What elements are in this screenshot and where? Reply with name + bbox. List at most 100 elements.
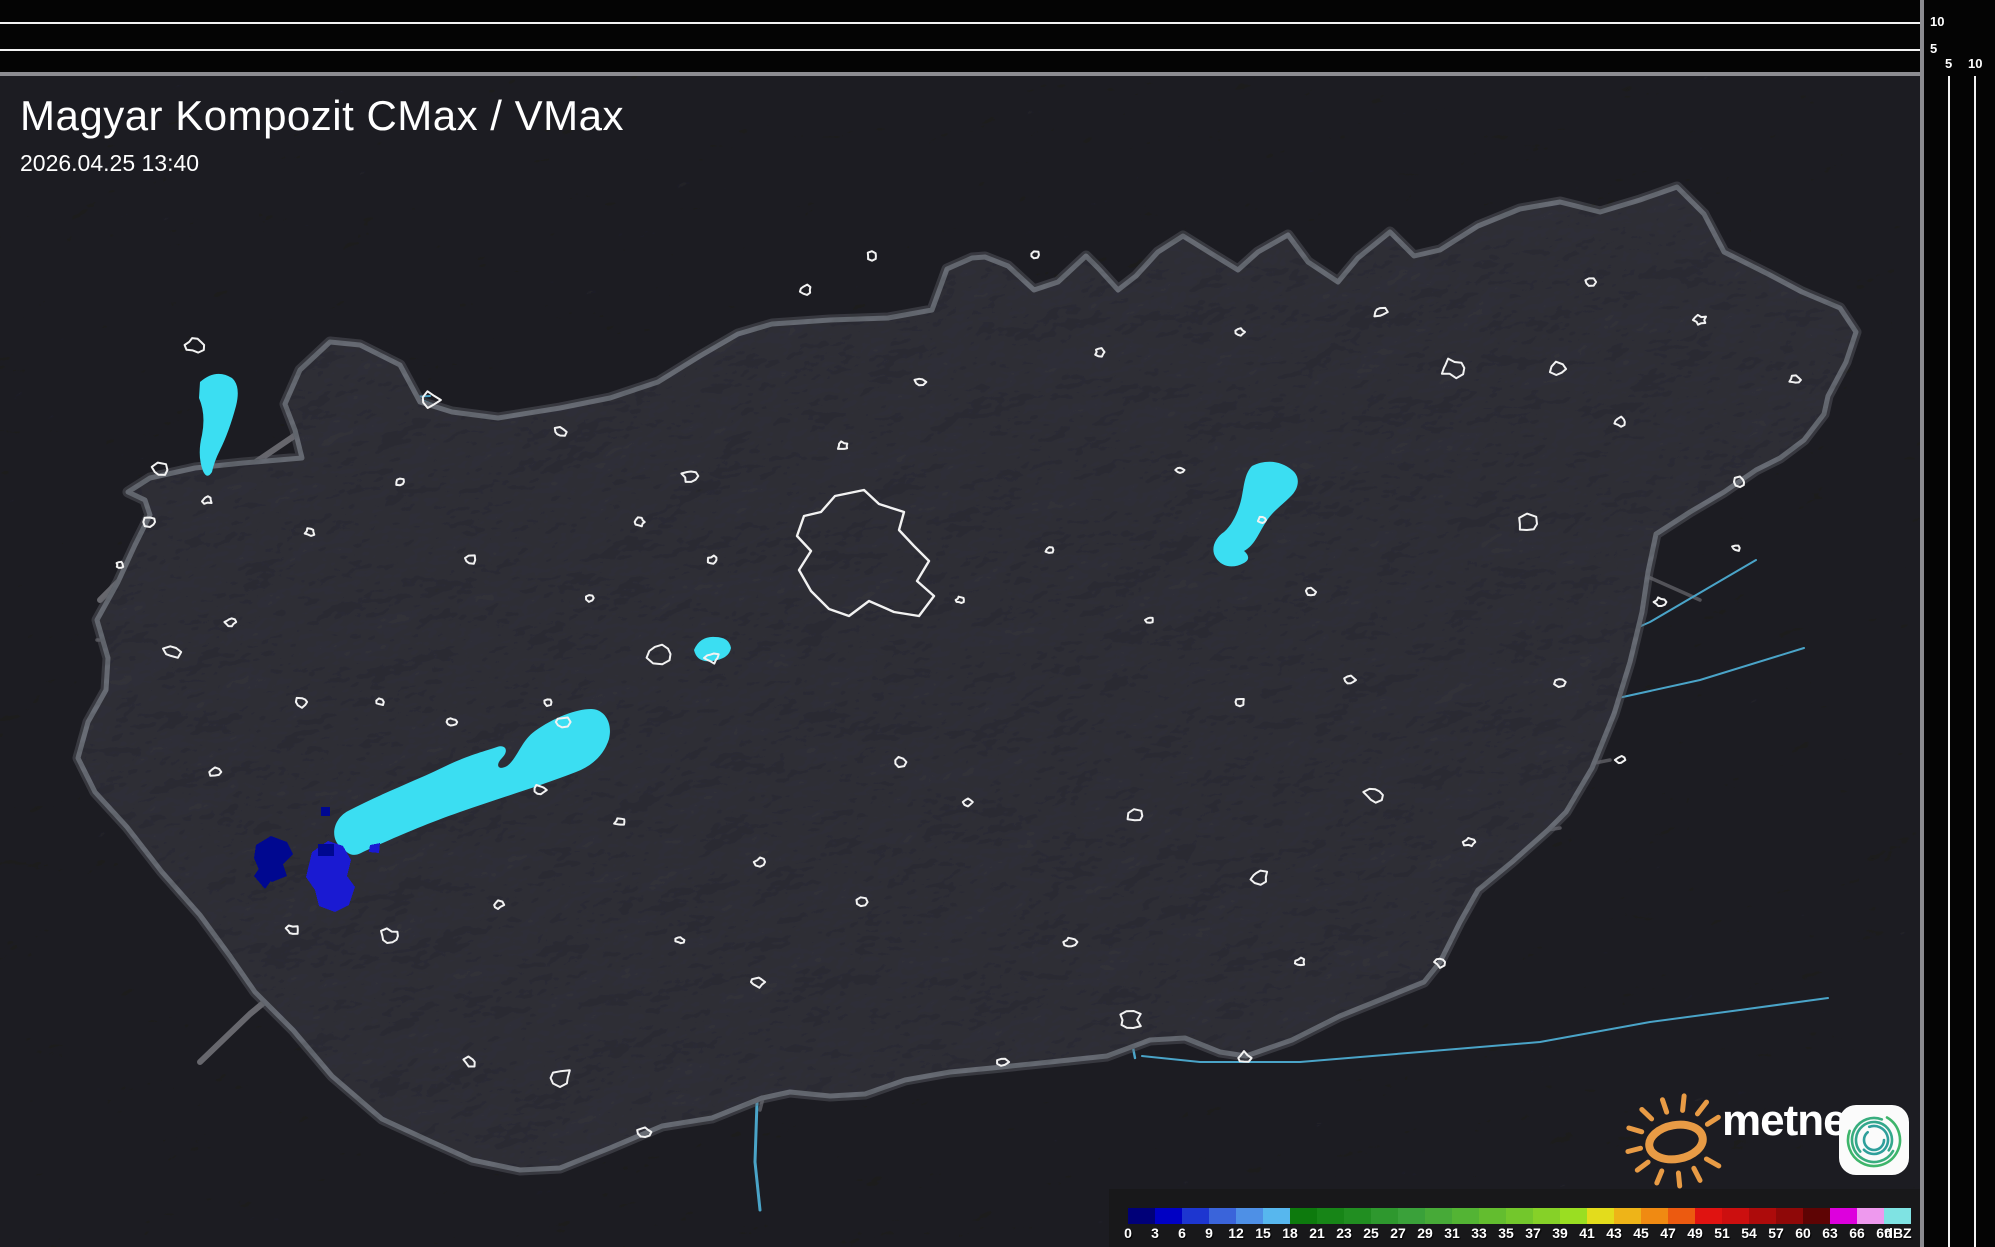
spiral-app-icon bbox=[1839, 1105, 1909, 1175]
city-outline bbox=[1094, 347, 1106, 358]
city-outline bbox=[1144, 616, 1154, 624]
city-outline bbox=[836, 440, 849, 450]
colorbar-tick-label: 45 bbox=[1633, 1225, 1649, 1241]
city-outline bbox=[533, 784, 548, 796]
city-outline bbox=[633, 516, 646, 528]
height-tick-10: 10 bbox=[1930, 14, 1945, 29]
city-outline bbox=[303, 527, 316, 537]
city-outline bbox=[208, 766, 223, 777]
city-outline bbox=[421, 390, 442, 409]
city-outline bbox=[1788, 374, 1802, 384]
height-tick-right-10: 10 bbox=[1968, 56, 1983, 71]
colorbar-swatch bbox=[1857, 1208, 1884, 1224]
colorbar-tick-label: 3 bbox=[1151, 1225, 1159, 1241]
colorbar-tick-label: 54 bbox=[1741, 1225, 1757, 1241]
colorbar-swatch bbox=[1344, 1208, 1371, 1224]
city-outline bbox=[1174, 466, 1186, 474]
colorbar-tick-label: 47 bbox=[1660, 1225, 1676, 1241]
colorbar-swatch bbox=[1533, 1208, 1560, 1224]
city-outline bbox=[1044, 546, 1055, 554]
city-outline bbox=[115, 560, 125, 569]
colorbar-tick-label: 57 bbox=[1768, 1225, 1784, 1241]
city-outline bbox=[1461, 836, 1477, 848]
colorbar-tick-label: 49 bbox=[1687, 1225, 1703, 1241]
city-outline bbox=[462, 1055, 476, 1068]
colorbar-swatch bbox=[1155, 1208, 1182, 1224]
colorbar-swatch bbox=[1722, 1208, 1749, 1224]
city-outline bbox=[1119, 1010, 1142, 1029]
colorbar-swatch bbox=[1614, 1208, 1641, 1224]
colorbar-swatch bbox=[1209, 1208, 1236, 1224]
city-outline bbox=[703, 652, 720, 665]
height-tick-5: 5 bbox=[1930, 41, 1938, 56]
colorbar-swatch bbox=[1479, 1208, 1506, 1224]
city-outline bbox=[1613, 755, 1627, 765]
city-outline bbox=[549, 1069, 571, 1088]
city-outline bbox=[1256, 515, 1267, 524]
colorbar-tick-label: 15 bbox=[1255, 1225, 1271, 1241]
city-budapest-outline bbox=[795, 488, 936, 618]
colorbar-tick-label: 6 bbox=[1178, 1225, 1186, 1241]
page-title: Magyar Kompozit CMax / VMax bbox=[20, 92, 625, 139]
city-outline bbox=[954, 595, 965, 604]
colorbar-swatch bbox=[1803, 1208, 1830, 1224]
city-outline bbox=[1237, 1050, 1253, 1063]
city-outline bbox=[1733, 475, 1745, 489]
city-outline bbox=[961, 797, 974, 808]
colorbar-tick-label: 12 bbox=[1228, 1225, 1244, 1241]
city-outline bbox=[1440, 357, 1466, 380]
city-outline bbox=[445, 717, 459, 727]
city-outline bbox=[183, 337, 206, 354]
colorbar-tick-label: 66 bbox=[1849, 1225, 1865, 1241]
colorbar-tick-label: 27 bbox=[1390, 1225, 1406, 1241]
colorbar-tick-label: 31 bbox=[1444, 1225, 1460, 1241]
city-outline bbox=[1234, 327, 1246, 337]
colorbar-tick-label: 43 bbox=[1606, 1225, 1622, 1241]
colorbar-tick-label: 35 bbox=[1498, 1225, 1514, 1241]
lake-velence bbox=[694, 636, 731, 662]
colorbar-swatch bbox=[1560, 1208, 1587, 1224]
colorbar-swatch bbox=[1776, 1208, 1803, 1224]
colorbar-tick-label: 63 bbox=[1822, 1225, 1838, 1241]
colorbar-swatches bbox=[1128, 1208, 1911, 1224]
city-outline bbox=[1433, 957, 1446, 969]
colorbar-swatch bbox=[1668, 1208, 1695, 1224]
city-outline bbox=[553, 426, 568, 437]
colorbar-tick-label: 21 bbox=[1309, 1225, 1325, 1241]
city-outline bbox=[1234, 698, 1245, 708]
city-outline bbox=[1304, 586, 1318, 597]
colorbar-swatch bbox=[1371, 1208, 1398, 1224]
city-outline bbox=[380, 927, 399, 944]
city-outline bbox=[142, 516, 156, 528]
city-outline bbox=[1062, 936, 1079, 948]
colorbar-tick-label: 41 bbox=[1579, 1225, 1595, 1241]
colorbar-tick-label: 18 bbox=[1282, 1225, 1298, 1241]
lake-balaton bbox=[334, 709, 610, 855]
city-outline bbox=[162, 645, 183, 659]
city-outline bbox=[201, 495, 213, 505]
city-outline bbox=[855, 896, 869, 908]
colorbar-swatch bbox=[1236, 1208, 1263, 1224]
lake-ferto bbox=[199, 373, 238, 476]
city-outline bbox=[1548, 360, 1568, 376]
city-outline bbox=[996, 1057, 1011, 1067]
top-panel-gridline-5km bbox=[0, 49, 1920, 51]
colorbar-swatch bbox=[1641, 1208, 1668, 1224]
city-outline bbox=[866, 250, 877, 262]
city-outline bbox=[636, 1126, 653, 1138]
city-outline bbox=[585, 594, 595, 603]
city-outline bbox=[913, 377, 928, 387]
top-cross-section-panel bbox=[0, 0, 1920, 72]
city-outline bbox=[1518, 512, 1538, 531]
colorbar-tick-label: 23 bbox=[1336, 1225, 1352, 1241]
metnet-wordmark: metnet bbox=[1722, 1096, 1861, 1145]
city-outline bbox=[1691, 313, 1707, 326]
colorbar-swatch bbox=[1587, 1208, 1614, 1224]
timestamp: 2026.04.25 13:40 bbox=[20, 150, 200, 176]
colorbar-swatch bbox=[1317, 1208, 1344, 1224]
colorbar-swatch bbox=[1263, 1208, 1290, 1224]
colorbar-swatch bbox=[1749, 1208, 1776, 1224]
city-outline bbox=[150, 461, 169, 476]
city-outline bbox=[543, 698, 553, 707]
colorbar-tick-label: 37 bbox=[1525, 1225, 1541, 1241]
